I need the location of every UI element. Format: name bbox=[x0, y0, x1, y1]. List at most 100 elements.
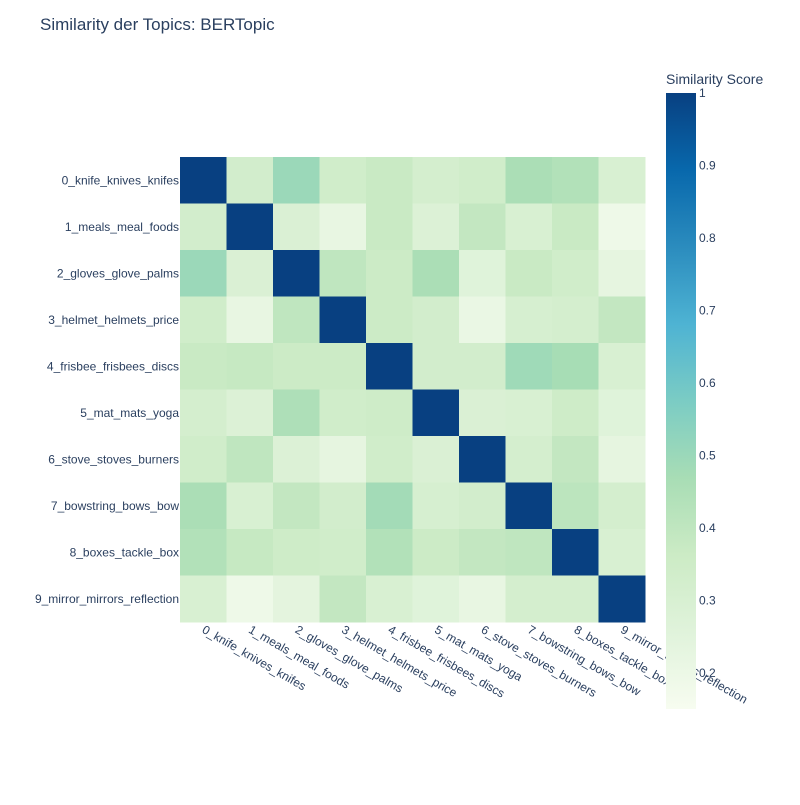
heatmap-cell[interactable] bbox=[273, 389, 320, 437]
heatmap-cell[interactable] bbox=[226, 203, 274, 251]
heatmap-cell[interactable] bbox=[505, 575, 553, 623]
heatmap-cell[interactable] bbox=[366, 157, 413, 204]
heatmap-cell[interactable] bbox=[273, 296, 320, 344]
heatmap-cell[interactable] bbox=[412, 157, 460, 204]
heatmap-cell[interactable] bbox=[598, 203, 646, 251]
heatmap-cell[interactable] bbox=[366, 575, 413, 623]
heatmap-cell[interactable] bbox=[366, 250, 413, 297]
heatmap-cell[interactable] bbox=[366, 296, 413, 344]
heatmap-cell[interactable] bbox=[598, 575, 646, 623]
heatmap-cell[interactable] bbox=[412, 389, 460, 437]
heatmap-cell[interactable] bbox=[226, 296, 274, 344]
heatmap-cell[interactable] bbox=[505, 482, 553, 530]
heatmap-cell[interactable] bbox=[459, 575, 506, 623]
heatmap-cell[interactable] bbox=[226, 250, 274, 297]
heatmap-cell[interactable] bbox=[319, 436, 367, 483]
heatmap-cell[interactable] bbox=[412, 296, 460, 344]
heatmap-cell[interactable] bbox=[552, 482, 599, 530]
heatmap-cell[interactable] bbox=[459, 482, 506, 530]
heatmap-cell[interactable] bbox=[598, 482, 646, 530]
heatmap-cell[interactable] bbox=[552, 343, 599, 390]
heatmap-cell[interactable] bbox=[412, 575, 460, 623]
heatmap-cell[interactable] bbox=[226, 343, 274, 390]
heatmap-cell[interactable] bbox=[552, 529, 599, 576]
heatmap-cell[interactable] bbox=[505, 343, 553, 390]
heatmap-cell[interactable] bbox=[505, 157, 553, 204]
heatmap-cell[interactable] bbox=[598, 296, 646, 344]
heatmap-cell[interactable] bbox=[505, 296, 553, 344]
heatmap-cell[interactable] bbox=[598, 343, 646, 390]
heatmap-cell[interactable] bbox=[180, 203, 227, 251]
heatmap-cell[interactable] bbox=[412, 529, 460, 576]
heatmap-cell[interactable] bbox=[412, 203, 460, 251]
heatmap-cell[interactable] bbox=[366, 203, 413, 251]
heatmap-cell[interactable] bbox=[226, 157, 274, 204]
heatmap-cell[interactable] bbox=[459, 250, 506, 297]
heatmap-cell[interactable] bbox=[319, 482, 367, 530]
heatmap-cell[interactable] bbox=[319, 203, 367, 251]
heatmap-cell[interactable] bbox=[273, 343, 320, 390]
heatmap-cell[interactable] bbox=[505, 250, 553, 297]
heatmap-cell[interactable] bbox=[459, 529, 506, 576]
heatmap-cell[interactable] bbox=[273, 436, 320, 483]
heatmap-cell[interactable] bbox=[366, 482, 413, 530]
heatmap-cell[interactable] bbox=[459, 436, 506, 483]
heatmap-cell[interactable] bbox=[180, 296, 227, 344]
heatmap-cell[interactable] bbox=[180, 482, 227, 530]
heatmap-cell[interactable] bbox=[598, 436, 646, 483]
heatmap-cell[interactable] bbox=[366, 389, 413, 437]
heatmap-cell[interactable] bbox=[505, 529, 553, 576]
heatmap-cell[interactable] bbox=[273, 157, 320, 204]
heatmap-cell[interactable] bbox=[180, 343, 227, 390]
heatmap-cell[interactable] bbox=[180, 436, 227, 483]
heatmap-cell[interactable] bbox=[459, 203, 506, 251]
heatmap-cell[interactable] bbox=[226, 529, 274, 576]
heatmap-cell[interactable] bbox=[552, 389, 599, 437]
heatmap-cell[interactable] bbox=[180, 250, 227, 297]
heatmap-cell[interactable] bbox=[319, 343, 367, 390]
heatmap-cell[interactable] bbox=[273, 250, 320, 297]
heatmap-cell[interactable] bbox=[319, 575, 367, 623]
heatmap-cell[interactable] bbox=[412, 436, 460, 483]
heatmap-cell[interactable] bbox=[319, 250, 367, 297]
heatmap-cell[interactable] bbox=[459, 157, 506, 204]
heatmap-cell[interactable] bbox=[226, 436, 274, 483]
heatmap-cell[interactable] bbox=[226, 575, 274, 623]
heatmap-cell[interactable] bbox=[273, 575, 320, 623]
heatmap-cell[interactable] bbox=[366, 436, 413, 483]
heatmap-cell[interactable] bbox=[552, 296, 599, 344]
heatmap-cell[interactable] bbox=[319, 389, 367, 437]
heatmap-cell[interactable] bbox=[598, 389, 646, 437]
heatmap-cell[interactable] bbox=[319, 157, 367, 204]
heatmap-cell[interactable] bbox=[598, 250, 646, 297]
heatmap-cell[interactable] bbox=[459, 343, 506, 390]
heatmap-cell[interactable] bbox=[598, 529, 646, 576]
heatmap-cell[interactable] bbox=[273, 529, 320, 576]
heatmap-cell[interactable] bbox=[552, 203, 599, 251]
heatmap-cell[interactable] bbox=[598, 157, 646, 204]
heatmap-cell[interactable] bbox=[552, 157, 599, 204]
heatmap-cell[interactable] bbox=[459, 389, 506, 437]
heatmap-cell[interactable] bbox=[552, 436, 599, 483]
heatmap-cell[interactable] bbox=[273, 482, 320, 530]
heatmap-cell[interactable] bbox=[459, 296, 506, 344]
heatmap-cell[interactable] bbox=[366, 529, 413, 576]
heatmap-cell[interactable] bbox=[552, 575, 599, 623]
heatmap-cell[interactable] bbox=[180, 157, 227, 204]
heatmap-cell[interactable] bbox=[319, 529, 367, 576]
heatmap-cell[interactable] bbox=[180, 529, 227, 576]
heatmap-cell[interactable] bbox=[273, 203, 320, 251]
heatmap-cell[interactable] bbox=[505, 389, 553, 437]
heatmap-cell[interactable] bbox=[226, 482, 274, 530]
heatmap-cell[interactable] bbox=[505, 436, 553, 483]
heatmap-cell[interactable] bbox=[412, 343, 460, 390]
heatmap-cell[interactable] bbox=[319, 296, 367, 344]
heatmap-cell[interactable] bbox=[505, 203, 553, 251]
heatmap-cell[interactable] bbox=[552, 250, 599, 297]
heatmap-cell[interactable] bbox=[412, 250, 460, 297]
heatmap-cell[interactable] bbox=[180, 575, 227, 623]
heatmap-cell[interactable] bbox=[226, 389, 274, 437]
heatmap-cell[interactable] bbox=[180, 389, 227, 437]
heatmap-cell[interactable] bbox=[366, 343, 413, 390]
heatmap-cell[interactable] bbox=[412, 482, 460, 530]
